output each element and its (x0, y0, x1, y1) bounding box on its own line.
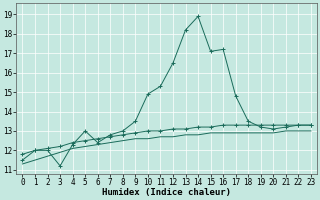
X-axis label: Humidex (Indice chaleur): Humidex (Indice chaleur) (102, 188, 231, 197)
